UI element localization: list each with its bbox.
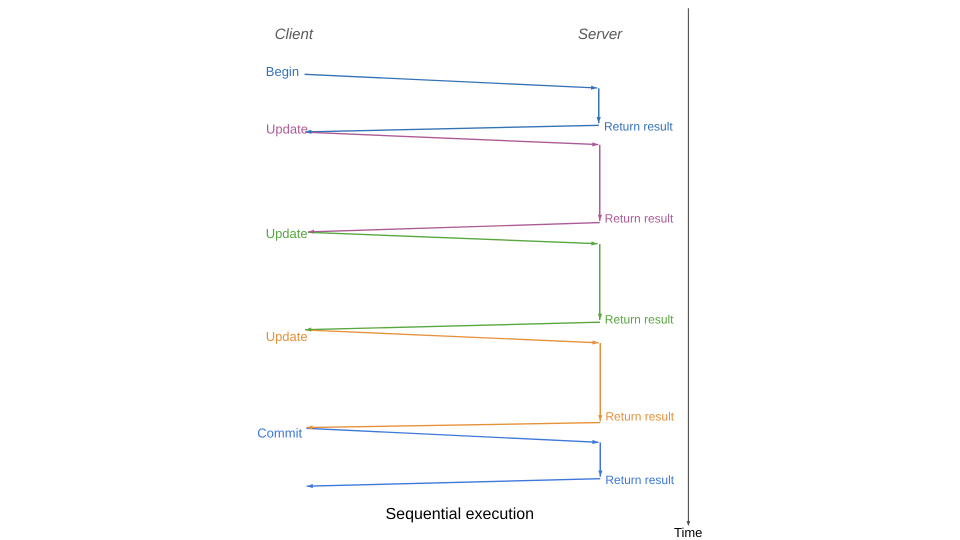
svg-text:Update: Update bbox=[266, 122, 308, 137]
svg-text:Update: Update bbox=[266, 226, 308, 241]
svg-text:Return result: Return result bbox=[605, 212, 674, 226]
svg-text:Sequential execution: Sequential execution bbox=[386, 506, 535, 523]
svg-text:Time: Time bbox=[674, 525, 702, 540]
svg-text:Return result: Return result bbox=[605, 410, 674, 424]
svg-text:Begin: Begin bbox=[266, 64, 299, 79]
svg-text:Server: Server bbox=[578, 26, 623, 43]
svg-text:Return result: Return result bbox=[605, 473, 674, 487]
svg-text:Update: Update bbox=[266, 329, 308, 344]
svg-text:Client: Client bbox=[275, 26, 314, 43]
svg-text:Return result: Return result bbox=[605, 313, 674, 327]
svg-text:Return result: Return result bbox=[604, 119, 673, 133]
svg-text:Commit: Commit bbox=[257, 426, 302, 441]
